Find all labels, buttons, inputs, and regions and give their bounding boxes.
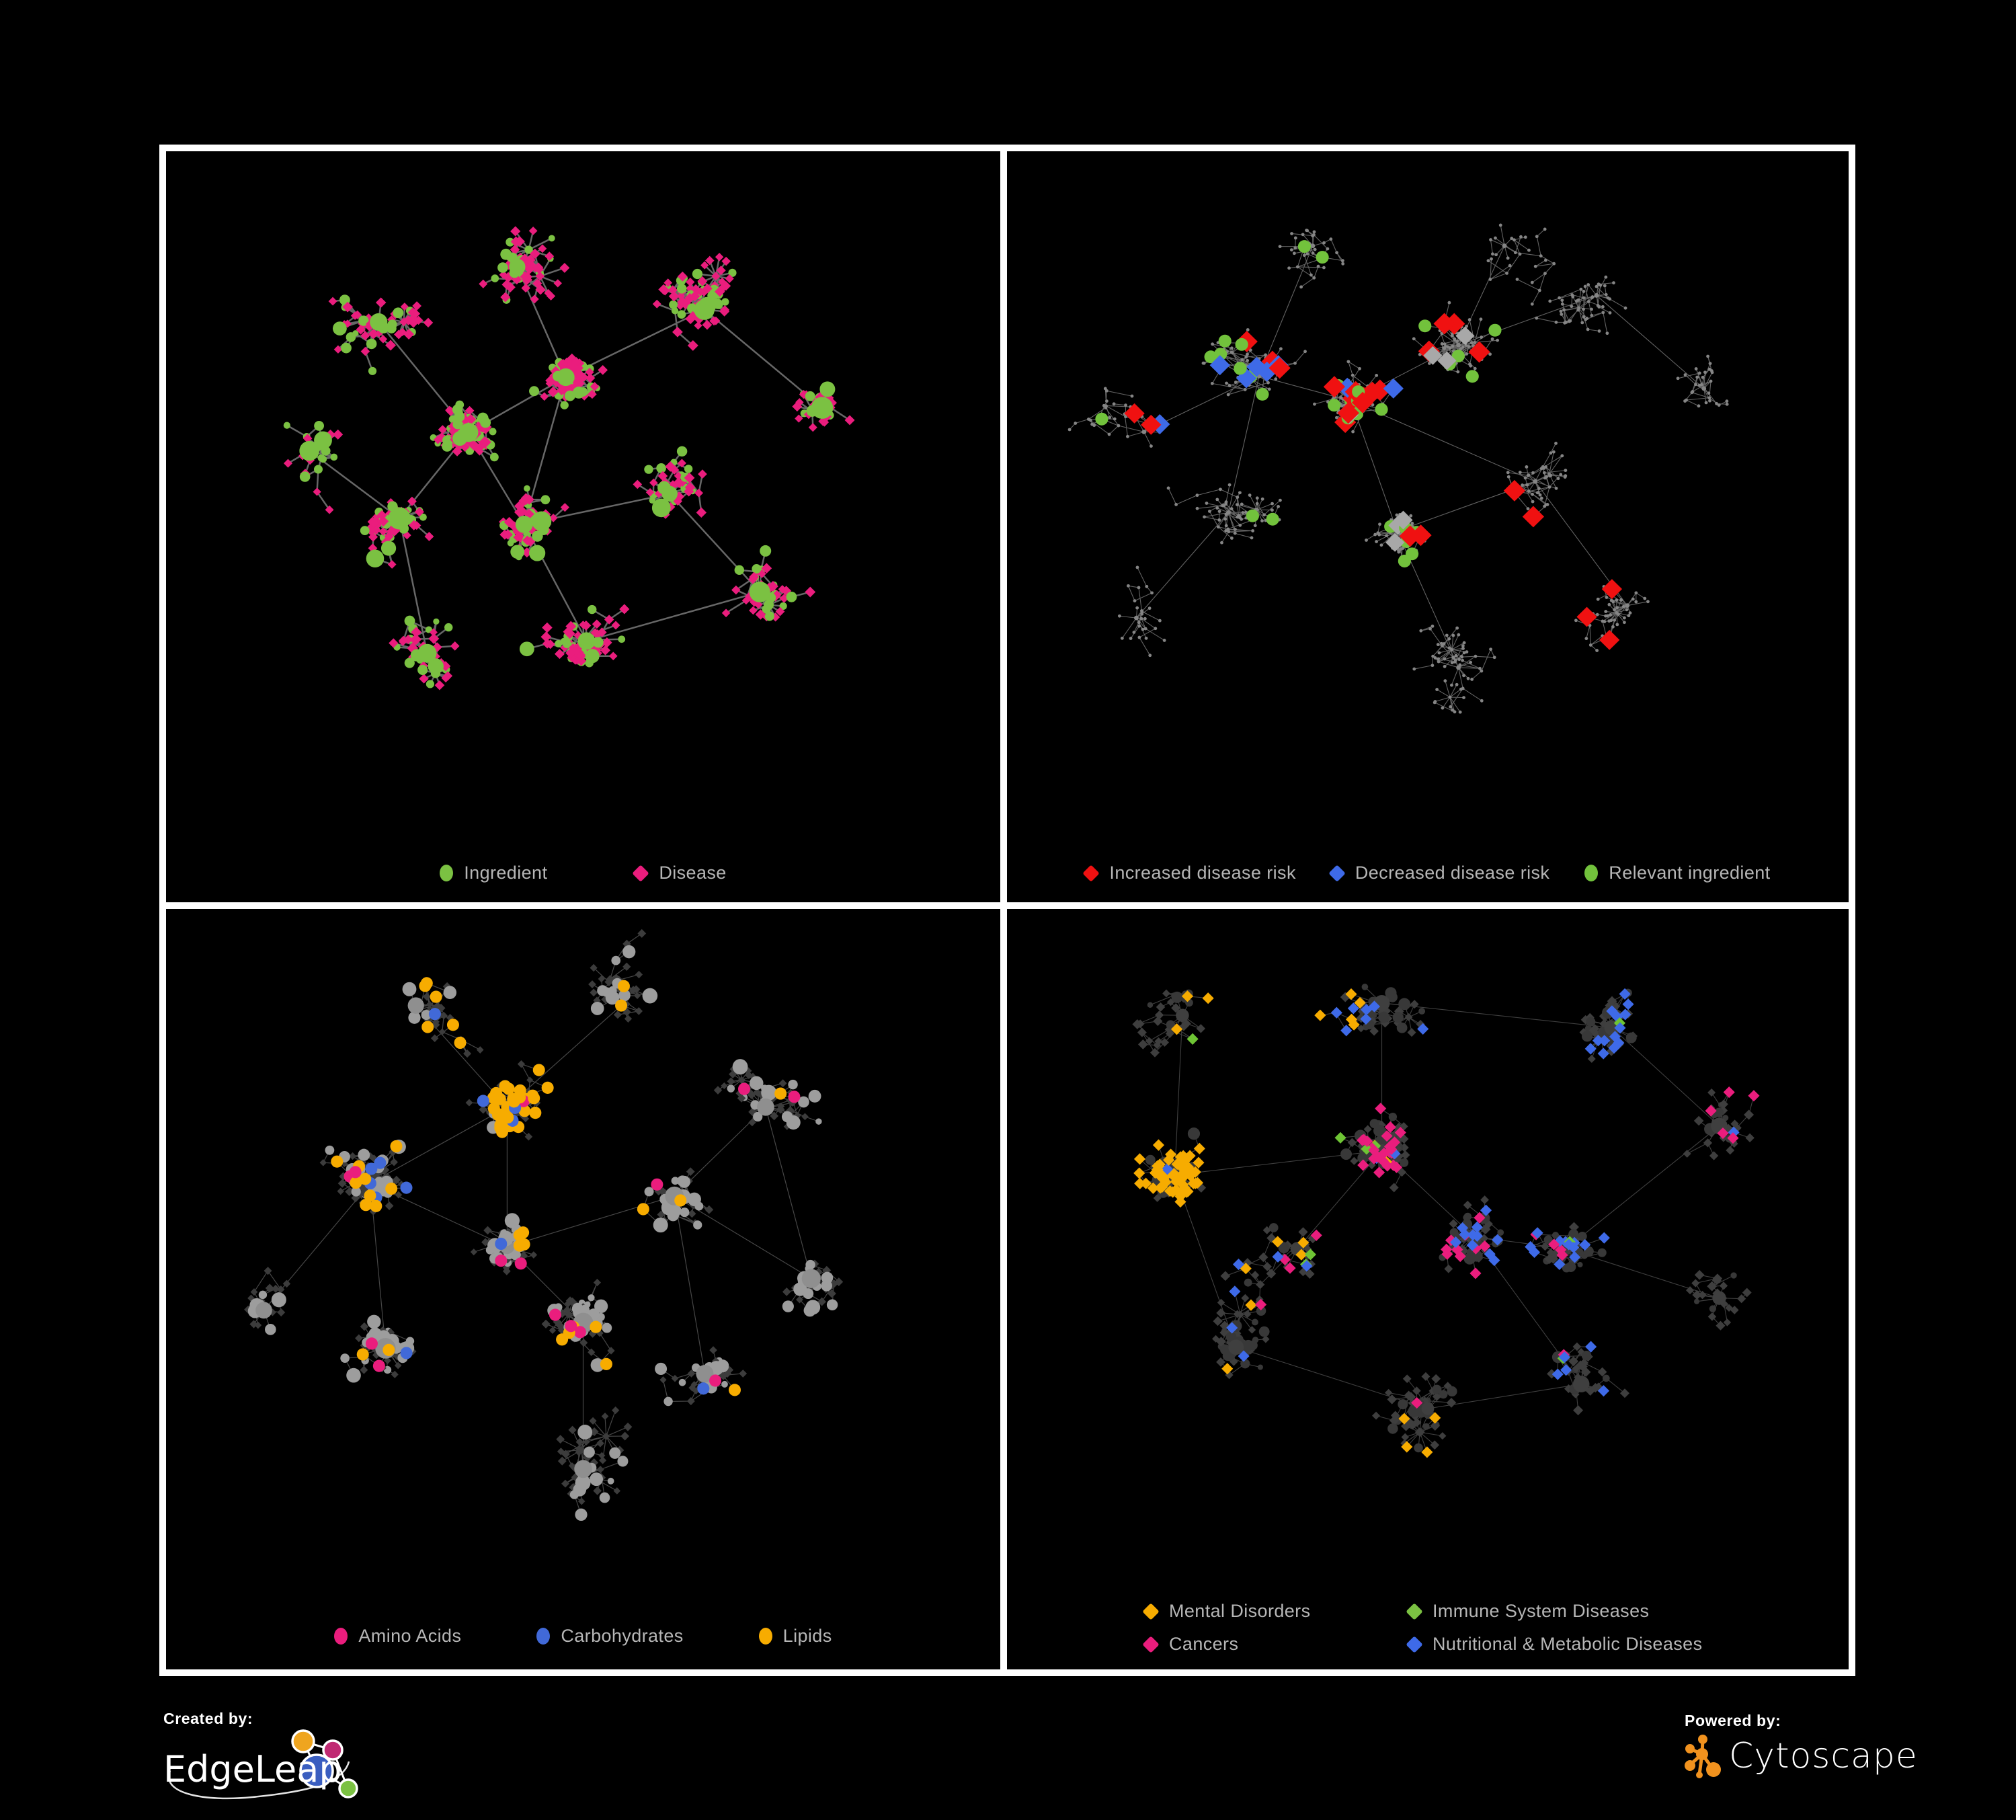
panel-disease-categories: Mental Disorders Immune System Diseases …	[1000, 902, 1855, 1676]
cancers-diamond-icon	[1142, 1635, 1160, 1653]
legend-label: Lipids	[782, 1626, 832, 1646]
edgeleap-logo: EdgeLeap	[163, 1729, 358, 1800]
legend-item-amino-acids: Amino Acids	[334, 1626, 461, 1647]
legend-item-decreased-risk: Decreased disease risk	[1328, 863, 1550, 883]
legend-disease-risk: Increased disease risk Decreased disease…	[1007, 863, 1849, 883]
cytoscape-wordmark: Cytoscape	[1729, 1736, 1918, 1776]
legend-label: Decreased disease risk	[1355, 863, 1550, 883]
legend-item-ingredient: Ingredient	[440, 863, 547, 883]
powered-by-block: Powered by: Cytoscape	[1685, 1712, 1918, 1778]
legend-item-disease: Disease	[632, 863, 727, 883]
created-by-label: Created by:	[163, 1710, 253, 1727]
legend-item-mental-disorders: Mental Disorders	[1142, 1601, 1408, 1622]
cytoscape-icon-nodes	[1685, 1735, 1721, 1778]
legend-item-immune-system-diseases: Immune System Diseases	[1406, 1601, 1702, 1622]
ingredient-circle-icon	[440, 865, 454, 881]
legend-label: Amino Acids	[358, 1626, 462, 1646]
legend-item-cancers: Cancers	[1142, 1634, 1408, 1655]
legend-label: Relevant ingredient	[1609, 863, 1771, 883]
legend-ingredient-disease: Ingredient Disease	[166, 863, 1000, 883]
cytoscape-logo-icon	[1685, 1735, 1721, 1778]
legend-item-lipids: Lipids	[758, 1626, 832, 1647]
cytoscape-brand-row: Cytoscape	[1685, 1734, 1918, 1778]
edgeleap-green-node	[338, 1778, 358, 1798]
panel-ingredient-disease: Ingredient Disease	[159, 145, 1007, 909]
mental-disorders-diamond-icon	[1142, 1602, 1160, 1620]
legend-item-nutritional-metabolic: Nutritional & Metabolic Diseases	[1406, 1634, 1703, 1655]
legend-label: Disease	[659, 863, 727, 883]
panel-macronutrients: Amino Acids Carbohydrates Lipids	[159, 902, 1007, 1676]
immune-system-diamond-icon	[1406, 1602, 1423, 1620]
legend-item-relevant-ingredient: Relevant ingredient	[1584, 863, 1770, 883]
legend-disease-categories: Mental Disorders Immune System Diseases …	[1142, 1601, 1703, 1655]
carbohydrates-circle-icon	[536, 1628, 551, 1645]
edgeleap-blue-node	[299, 1753, 334, 1788]
legend-item-increased-risk: Increased disease risk	[1082, 863, 1296, 883]
created-by-block: Created by: EdgeLeap	[163, 1710, 372, 1803]
legend-label: Ingredient	[464, 863, 548, 883]
legend-label: Mental Disorders	[1169, 1601, 1311, 1621]
decreased-risk-diamond-icon	[1328, 864, 1346, 882]
edgeleap-magenta-node	[322, 1739, 344, 1761]
nutritional-metabolic-diamond-icon	[1406, 1635, 1423, 1653]
edgeleap-wordmark: EdgeLeap	[163, 1748, 342, 1790]
edgeleap-network-nodes	[291, 1729, 358, 1798]
relevant-ingredient-circle-icon	[1584, 865, 1599, 881]
disease-diamond-icon	[632, 864, 650, 882]
ingredient-disease-network	[283, 226, 855, 690]
disease-categories-network	[1132, 984, 1760, 1458]
legend-label: Carbohydrates	[561, 1626, 684, 1646]
legend-label: Nutritional & Metabolic Diseases	[1433, 1634, 1703, 1654]
panel-disease-risk: Increased disease risk Decreased disease…	[1000, 145, 1855, 909]
disease-risk-network	[1067, 223, 1729, 714]
legend-macronutrients: Amino Acids Carbohydrates Lipids	[166, 1626, 1000, 1647]
macronutrients-network	[244, 928, 844, 1521]
edgeleap-orange-node	[291, 1729, 315, 1753]
amino-acids-circle-icon	[334, 1628, 348, 1645]
legend-label: Increased disease risk	[1109, 863, 1296, 883]
lipids-circle-icon	[758, 1628, 772, 1645]
legend-item-carbohydrates: Carbohydrates	[536, 1626, 683, 1647]
legend-label: Cancers	[1169, 1634, 1239, 1654]
powered-by-label: Powered by:	[1685, 1712, 1781, 1729]
legend-label: Immune System Diseases	[1433, 1601, 1650, 1621]
increased-risk-diamond-icon	[1082, 864, 1100, 882]
